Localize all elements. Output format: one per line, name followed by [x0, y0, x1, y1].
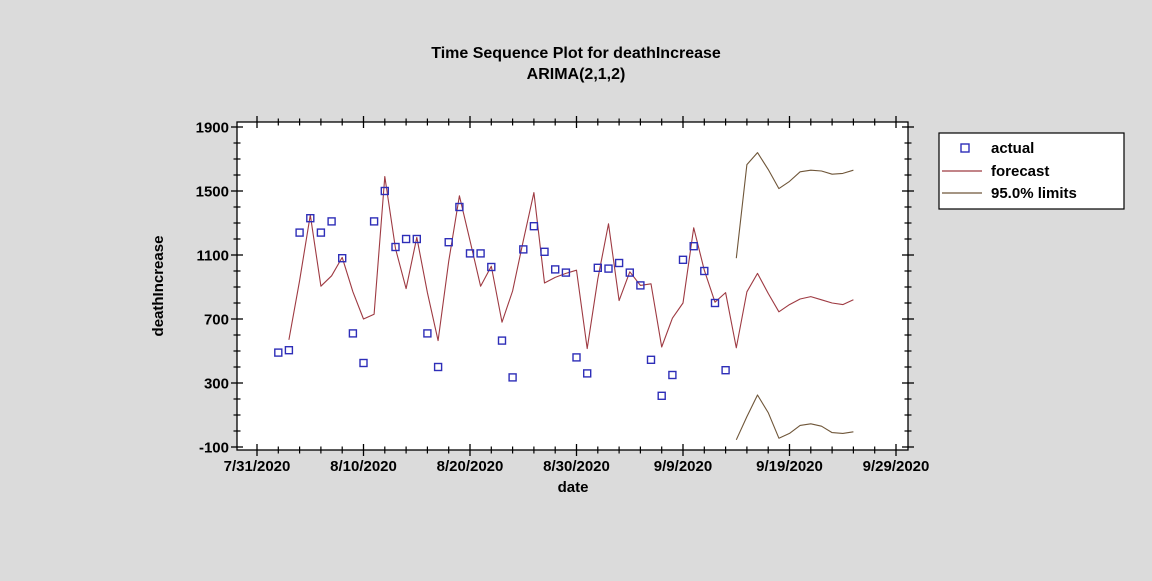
y-tick-label: 1500 [196, 184, 229, 201]
actual-point [476, 249, 485, 258]
lower-limit-line [735, 394, 854, 441]
plot-area: -100 300 700 1100 1500 1900 7/31/2020 8/10/2020… [196, 116, 930, 475]
actual-point [700, 266, 709, 276]
actual-point [316, 228, 326, 237]
x-tick-label: 9/29/2020 [863, 458, 930, 475]
actual-point [348, 329, 358, 338]
actual-point [465, 249, 475, 258]
actual-point [593, 263, 602, 272]
actual-point [508, 373, 517, 382]
y-tick-label: 300 [204, 376, 229, 393]
x-tick-label: 7/31/2020 [224, 458, 291, 475]
actual-point [380, 186, 389, 196]
y-tick-label: -100 [199, 440, 229, 457]
chart-subtitle: ARIMA(2,1,2) [527, 66, 626, 83]
actual-point [274, 348, 283, 357]
actual-point [487, 262, 496, 272]
x-tick-label: 8/10/2020 [330, 458, 397, 475]
legend-label-limits: 95.0% limits [991, 185, 1077, 202]
forecast-line [288, 176, 854, 350]
actual-point [614, 258, 624, 268]
actual-point [710, 298, 720, 308]
x-tick-label: 9/19/2020 [756, 458, 823, 475]
actual-point [583, 369, 592, 378]
actual-point [295, 228, 304, 237]
actual-point [636, 281, 645, 290]
actual-point [401, 234, 411, 244]
actual-point [391, 242, 400, 252]
x-axis-title: date [558, 479, 589, 496]
actual-point [625, 268, 634, 277]
actual-point [540, 247, 549, 257]
actual-point [657, 391, 666, 400]
legend: actual forecast 95.0% limits [938, 132, 1125, 210]
actual-point [646, 355, 656, 364]
actual-point [561, 268, 571, 277]
actual-point [572, 353, 581, 362]
actual-point [455, 202, 464, 212]
actual-point [721, 366, 730, 375]
actual-point [338, 253, 347, 263]
actual-point [551, 265, 560, 274]
actual-point [306, 213, 315, 223]
y-axis-title: deathIncrease [150, 236, 167, 337]
actual-point [423, 329, 432, 338]
actual-point [412, 234, 421, 244]
legend-label-actual: actual [991, 140, 1034, 157]
actual-point [689, 241, 698, 251]
x-tick-label: 8/30/2020 [543, 458, 610, 475]
actual-point [369, 217, 379, 226]
actual-point [604, 264, 613, 273]
actual-point [284, 346, 294, 355]
actual-marker-icon [960, 143, 970, 153]
actual-point [359, 358, 368, 368]
actual-point [327, 217, 336, 226]
actual-point [497, 336, 507, 345]
chart-title: Time Sequence Plot for deathIncrease [431, 45, 721, 62]
actual-point [668, 370, 677, 380]
actual-point [433, 362, 443, 372]
x-tick-label: 9/9/2020 [654, 458, 712, 475]
legend-label-forecast: forecast [991, 163, 1049, 180]
upper-limit-line [735, 152, 854, 259]
actual-point [678, 255, 688, 264]
plot-border [236, 121, 909, 451]
actual-point [519, 245, 528, 254]
y-tick-label: 700 [204, 312, 229, 329]
x-tick-label: 8/20/2020 [437, 458, 504, 475]
y-tick-label: 1100 [196, 248, 229, 265]
y-tick-label: 1900 [196, 120, 229, 137]
actual-point [529, 221, 539, 231]
actual-point [444, 237, 453, 247]
